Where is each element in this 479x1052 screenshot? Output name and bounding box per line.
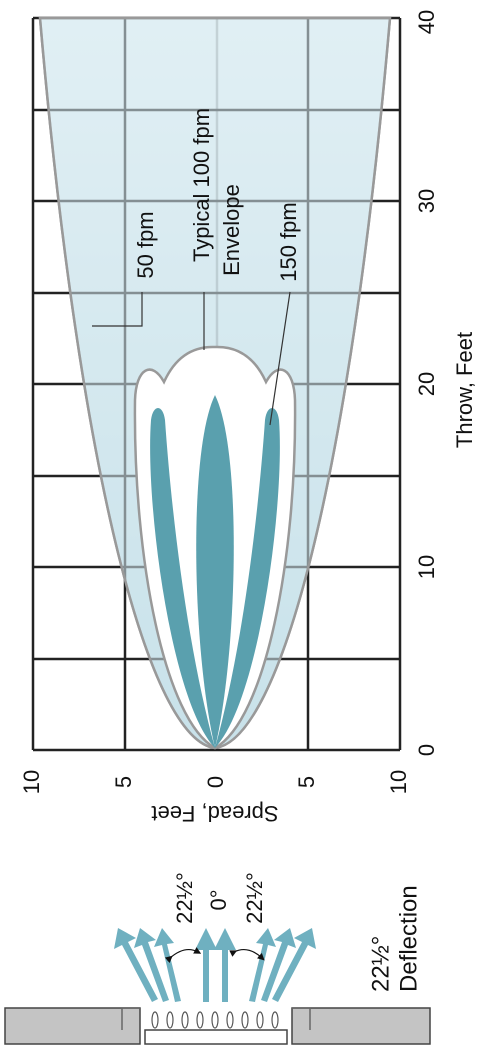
axis-title: Spread, Feet xyxy=(151,801,278,826)
throw-ticks: 0 10 20 30 40 Throw, Feet xyxy=(414,10,477,756)
deflection-label: Deflection xyxy=(395,885,422,992)
angle-arc-right xyxy=(234,950,262,958)
tick: 0 xyxy=(203,776,228,788)
tick: 5 xyxy=(111,776,136,788)
label-100b: Envelope xyxy=(219,184,244,276)
angle-center: 0° xyxy=(206,889,231,910)
axis-title: Throw, Feet xyxy=(452,332,477,448)
diffuser: 22½° 0° 22½° 22½° Deflection xyxy=(5,872,430,1044)
wall-right xyxy=(292,1008,430,1044)
label-50: 50 fpm xyxy=(133,211,158,278)
plot: 50 fpm Typical 100 fpm Envelope 150 fpm xyxy=(33,18,400,750)
tick: 0 xyxy=(414,744,439,756)
tick: 10 xyxy=(386,770,411,794)
tick: 20 xyxy=(414,372,439,396)
diagram: 50 fpm Typical 100 fpm Envelope 150 fpm … xyxy=(0,0,479,1047)
wall-left xyxy=(5,1008,140,1044)
tick: 40 xyxy=(414,10,439,34)
arrows xyxy=(114,928,316,1002)
label-100a: Typical 100 fpm xyxy=(189,108,214,262)
tick: 30 xyxy=(414,189,439,213)
label-150: 150 fpm xyxy=(276,202,301,282)
vanes xyxy=(152,1012,278,1028)
angle-left: 22½° xyxy=(172,872,197,924)
tick: 5 xyxy=(294,776,319,788)
slot xyxy=(145,1030,287,1044)
spread-ticks: 10 5 0 5 10 Spread, Feet xyxy=(19,770,411,826)
angle-arc-left xyxy=(170,950,198,958)
angle-right: 22½° xyxy=(242,872,267,924)
tick: 10 xyxy=(19,770,44,794)
tick: 10 xyxy=(414,555,439,579)
deflection-angle: 22½° xyxy=(367,936,394,992)
